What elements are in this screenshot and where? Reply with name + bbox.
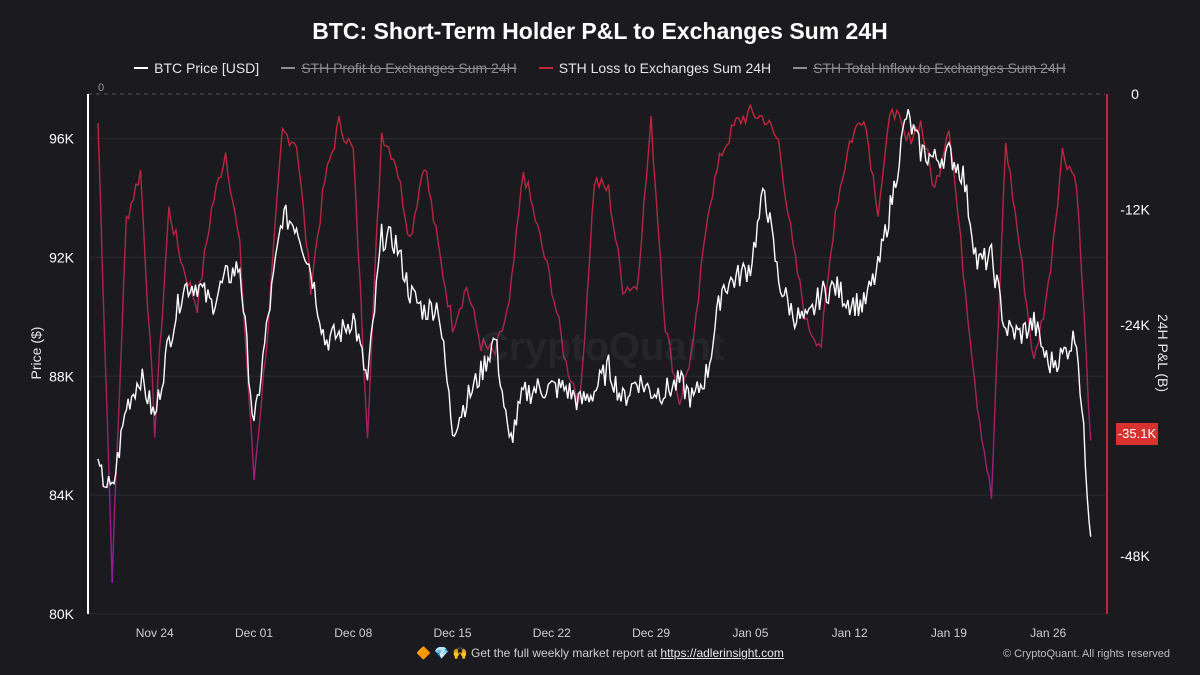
legend-item-sth-profit[interactable]: STH Profit to Exchanges Sum 24H — [281, 60, 517, 76]
y-right-tick-label: -12K — [1120, 202, 1150, 218]
y-left-tick-label: 88K — [49, 368, 75, 384]
legend-swatch — [281, 67, 296, 69]
grid-layer — [88, 93, 1105, 615]
x-tick-label: Jan 19 — [931, 626, 967, 640]
y-right-tick-label: -24K — [1120, 317, 1150, 333]
legend-item-sth-loss[interactable]: STH Loss to Exchanges Sum 24H — [538, 60, 772, 76]
series-line-btc-price — [97, 108, 1092, 537]
series-line-sth-loss — [97, 103, 1092, 583]
y-left-tick-label: 92K — [49, 249, 75, 265]
footer-icons: 🔶 💎 🙌 — [416, 646, 468, 660]
axis-layer: 0 80K 84K 88K 92K 96K 0 -12K -24K -48K Nov 24 Dec 0… — [49, 82, 1150, 640]
footer-copyright: © CryptoQuant. All rights reserved — [1002, 648, 1170, 660]
legend-label: BTC Price [USD] — [154, 60, 260, 76]
watermark: CryptoQuant — [480, 325, 725, 369]
y-left-tick-label: 96K — [49, 131, 75, 147]
legend-swatch — [134, 67, 149, 69]
x-tick-label: Dec 01 — [235, 626, 273, 640]
x-tick-label: Nov 24 — [136, 626, 174, 640]
legend-item-btc-price[interactable]: BTC Price [USD] — [134, 60, 259, 76]
x-tick-label: Dec 22 — [533, 626, 571, 640]
legend-swatch — [793, 67, 808, 69]
x-tick-label: Dec 29 — [632, 626, 670, 640]
x-tick-label: Jan 12 — [832, 626, 868, 640]
zero-line-label: 0 — [98, 82, 104, 94]
series-layer — [97, 103, 1092, 583]
y-right-tick-label: -48K — [1120, 548, 1150, 564]
chart-title: BTC: Short-Term Holder P&L to Exchanges … — [312, 18, 888, 44]
footer-note: 🔶 💎 🙌 Get the full weekly market report … — [0, 646, 1200, 660]
y-axis-right-title: 24H P&L (B) — [1155, 313, 1171, 393]
legend: BTC Price [USD] STH Profit to Exchanges … — [0, 60, 1200, 76]
footer-text: Get the full weekly market report at — [471, 646, 658, 660]
legend-item-sth-total-inflow[interactable]: STH Total Inflow to Exchanges Sum 24H — [793, 60, 1066, 76]
x-tick-label: Dec 08 — [334, 626, 372, 640]
legend-label: STH Loss to Exchanges Sum 24H — [558, 60, 772, 76]
legend-label: STH Total Inflow to Exchanges Sum 24H — [813, 60, 1066, 76]
y-axis-left-title: Price ($) — [28, 326, 44, 380]
x-tick-label: Jan 26 — [1030, 626, 1066, 640]
footer-link[interactable]: https://adlerinsight.com — [660, 646, 784, 660]
x-tick-label: Dec 15 — [434, 626, 472, 640]
last-value-badge: -35.1K — [1116, 423, 1158, 445]
y-left-tick-label: 84K — [49, 487, 75, 503]
y-left-tick-label: 80K — [49, 606, 75, 622]
x-tick-label: Jan 05 — [732, 626, 768, 640]
y-right-tick-label: 0 — [1131, 86, 1139, 102]
legend-label: STH Profit to Exchanges Sum 24H — [301, 60, 517, 76]
legend-swatch — [538, 67, 553, 69]
